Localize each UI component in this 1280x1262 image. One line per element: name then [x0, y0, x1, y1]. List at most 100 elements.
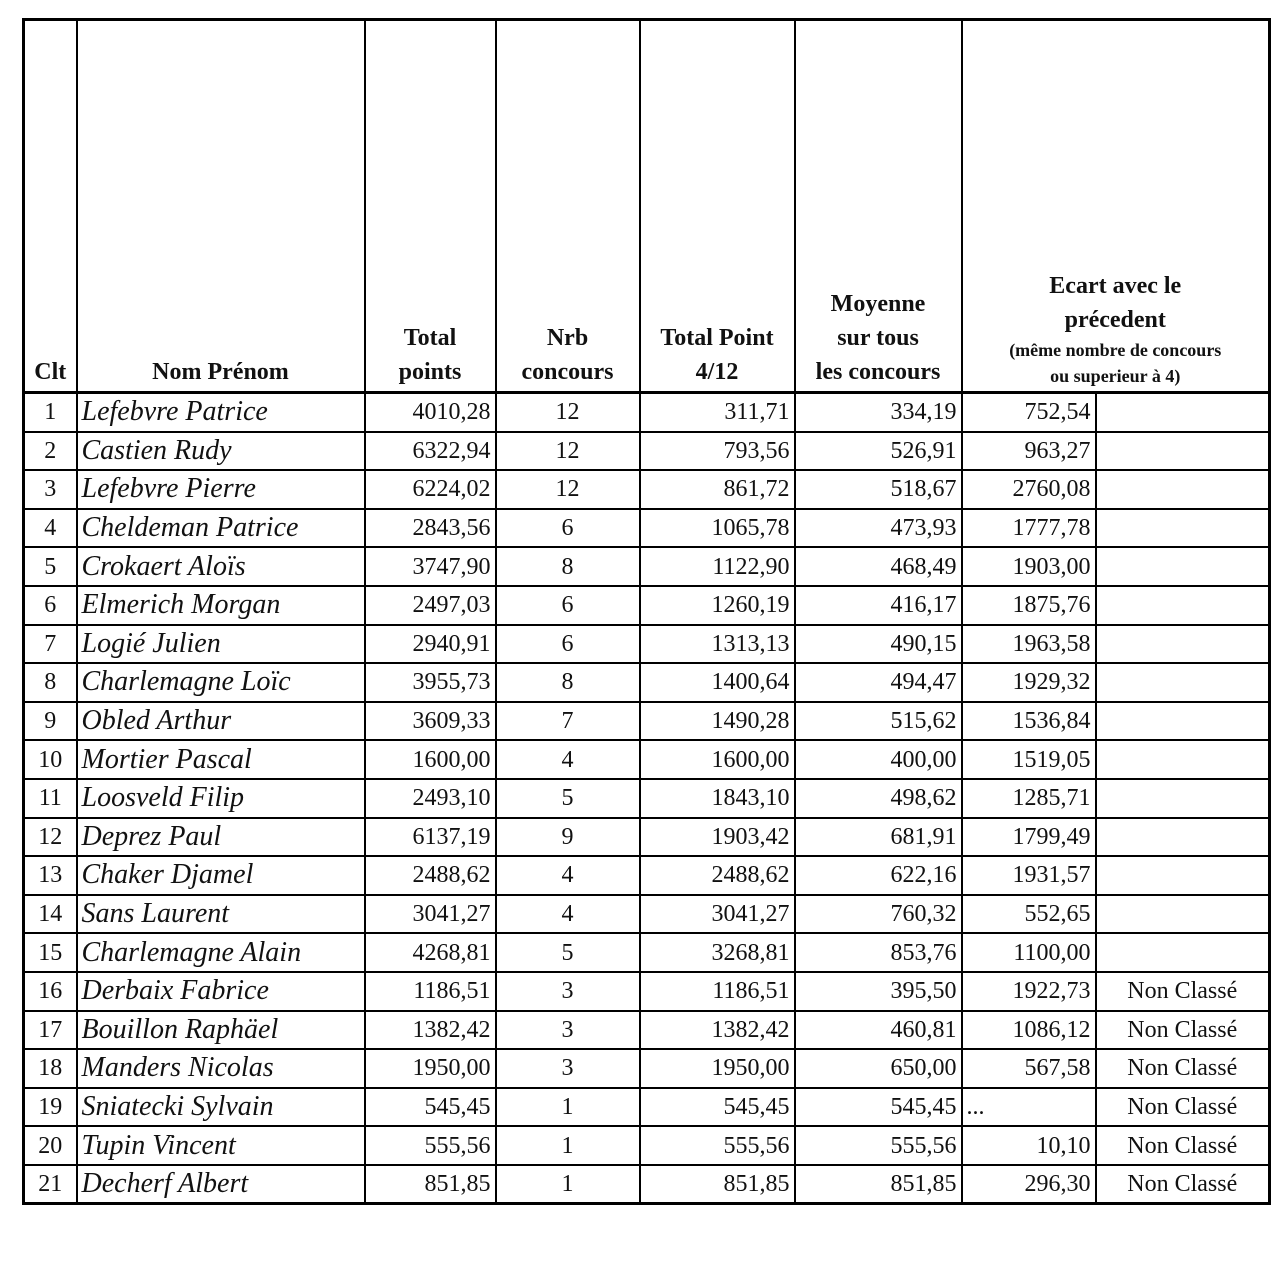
cell: 20: [22, 1125, 78, 1166]
cell: [1094, 855, 1271, 896]
cell: [1094, 700, 1271, 742]
cell: Crokaert Aloïs: [75, 546, 366, 587]
cell: 3747,90: [363, 546, 497, 587]
cell: 752,54: [960, 391, 1097, 433]
cell: Cheldeman Patrice: [75, 507, 366, 549]
cell: 400,00: [793, 739, 963, 780]
header-line: Ecart avec le: [1049, 273, 1182, 299]
cell: 4: [494, 739, 641, 780]
cell: 1382,42: [363, 1009, 497, 1051]
column-header: Nrb concours: [494, 18, 641, 394]
cell: 515,62: [793, 700, 963, 742]
cell: 1519,05: [960, 739, 1097, 780]
cell: 1950,00: [363, 1048, 497, 1089]
header-line: précedent: [1064, 307, 1166, 333]
column-header: Total points: [363, 18, 497, 394]
table-row: 13 Chaker Djamel 2488,62 4 2488,62 622,16 1931…: [22, 855, 1271, 896]
header-line: Nom Prénom: [152, 359, 289, 385]
cell: 11: [22, 777, 78, 819]
cell: ...: [960, 1086, 1097, 1128]
cell: 12: [494, 391, 641, 433]
table-row: 3 Lefebvre Pierre 6224,02 12 861,72 518,67 276…: [22, 469, 1271, 510]
cell: Non Classé: [1094, 970, 1271, 1012]
cell: 1922,73: [960, 970, 1097, 1012]
cell: 3955,73: [363, 662, 497, 703]
cell: 468,49: [793, 546, 963, 587]
cell: 1186,51: [363, 970, 497, 1012]
cell: Charlemagne Alain: [75, 932, 366, 973]
cell: 1490,28: [638, 700, 796, 742]
cell: 3: [22, 469, 78, 510]
cell: 8: [494, 662, 641, 703]
cell: 1: [494, 1086, 641, 1128]
cell: 4: [22, 507, 78, 549]
header-line: Nrb: [546, 325, 589, 351]
cell: 1: [22, 391, 78, 433]
cell: 490,15: [793, 623, 963, 665]
cell: 3609,33: [363, 700, 497, 742]
table-row: 9 Obled Arthur 3609,33 7 1490,28 515,62 1536,8…: [22, 700, 1271, 742]
column-header: Total Point 4/12: [638, 18, 796, 394]
cell: 1100,00: [960, 932, 1097, 973]
cell: Bouillon Raphäel: [75, 1009, 366, 1051]
cell: Logié Julien: [75, 623, 366, 665]
cell: 851,85: [638, 1163, 796, 1205]
cell: 3041,27: [363, 893, 497, 935]
table-row: 12 Deprez Paul 6137,19 9 1903,42 681,91 1799,4…: [22, 816, 1271, 858]
cell: Obled Arthur: [75, 700, 366, 742]
header-line: Total: [403, 325, 457, 351]
cell: 552,65: [960, 893, 1097, 935]
cell: 793,56: [638, 430, 796, 472]
cell: 9: [494, 816, 641, 858]
cell: 10: [22, 739, 78, 780]
cell: 1799,49: [960, 816, 1097, 858]
table-row: 14 Sans Laurent 3041,27 4 3041,27 760,32 552,6…: [22, 893, 1271, 935]
cell: 526,91: [793, 430, 963, 472]
cell: 1963,58: [960, 623, 1097, 665]
table-row: 16 Derbaix Fabrice 1186,51 3 1186,51 395,50 19…: [22, 970, 1271, 1012]
cell: 6: [22, 584, 78, 626]
cell: 1600,00: [363, 739, 497, 780]
cell: Mortier Pascal: [75, 739, 366, 780]
cell: Manders Nicolas: [75, 1048, 366, 1089]
cell: 1086,12: [960, 1009, 1097, 1051]
cell: Non Classé: [1094, 1048, 1271, 1089]
cell: 14: [22, 893, 78, 935]
cell: 1600,00: [638, 739, 796, 780]
cell: Deprez Paul: [75, 816, 366, 858]
cell: 1536,84: [960, 700, 1097, 742]
table-row: 4 Cheldeman Patrice 2843,56 6 1065,78 473,93 1…: [22, 507, 1271, 549]
cell: [1094, 391, 1271, 433]
cell: 3041,27: [638, 893, 796, 935]
cell: 2843,56: [363, 507, 497, 549]
table-body: 1 Lefebvre Patrice 4010,28 12 311,71 334,19 75…: [22, 391, 1271, 1205]
table-row: 11 Loosveld Filip 2493,10 5 1843,10 498,62 128…: [22, 777, 1271, 819]
cell: Sans Laurent: [75, 893, 366, 935]
cell: 5: [22, 546, 78, 587]
cell: 1065,78: [638, 507, 796, 549]
table-row: 6 Elmerich Morgan 2497,03 6 1260,19 416,17 187…: [22, 584, 1271, 626]
cell: Non Classé: [1094, 1009, 1271, 1051]
cell: 6: [494, 584, 641, 626]
cell: 4: [494, 855, 641, 896]
cell: 1313,13: [638, 623, 796, 665]
column-header: Moyenne sur tous les concours: [793, 18, 963, 394]
cell: 17: [22, 1009, 78, 1051]
column-header: Clt: [22, 18, 78, 394]
table-row: 18 Manders Nicolas 1950,00 3 1950,00 650,00 56…: [22, 1048, 1271, 1089]
cell: [1094, 893, 1271, 935]
cell: 416,17: [793, 584, 963, 626]
cell: 7: [22, 623, 78, 665]
cell: Decherf Albert: [75, 1163, 366, 1205]
cell: 1929,32: [960, 662, 1097, 703]
cell: 1260,19: [638, 584, 796, 626]
cell: [1094, 932, 1271, 973]
cell: 2: [22, 430, 78, 472]
ranking-table: Clt Nom Prénom Total points Nrb concours Total…: [22, 18, 1271, 1206]
cell: Castien Rudy: [75, 430, 366, 472]
header-line: 4/12: [695, 359, 739, 385]
cell: 1: [494, 1125, 641, 1166]
cell: [1094, 584, 1271, 626]
table-row: 7 Logié Julien 2940,91 6 1313,13 490,15 1963,5…: [22, 623, 1271, 665]
